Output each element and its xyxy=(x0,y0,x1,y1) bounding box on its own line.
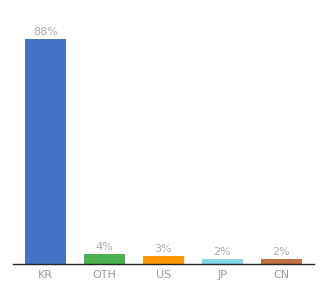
Bar xyxy=(25,39,66,264)
Text: 2%: 2% xyxy=(272,247,290,257)
Bar xyxy=(142,256,184,264)
Bar xyxy=(260,259,302,264)
Bar xyxy=(202,259,243,264)
Text: 3%: 3% xyxy=(154,244,172,254)
Bar xyxy=(84,254,125,264)
Text: 88%: 88% xyxy=(33,27,58,37)
Text: 2%: 2% xyxy=(213,247,231,257)
Text: 4%: 4% xyxy=(95,242,113,252)
